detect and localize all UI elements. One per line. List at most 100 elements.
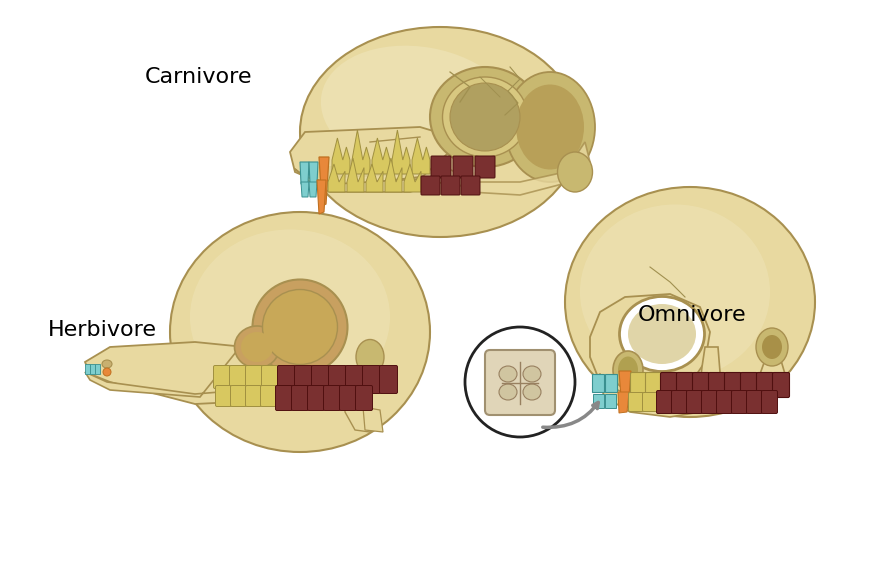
Ellipse shape <box>300 27 580 237</box>
Ellipse shape <box>619 297 704 372</box>
FancyBboxPatch shape <box>345 365 363 394</box>
FancyBboxPatch shape <box>731 391 746 414</box>
Ellipse shape <box>522 384 541 400</box>
FancyBboxPatch shape <box>291 385 308 410</box>
FancyBboxPatch shape <box>453 156 473 178</box>
FancyBboxPatch shape <box>484 350 554 415</box>
FancyBboxPatch shape <box>692 373 709 398</box>
Polygon shape <box>316 180 326 214</box>
Ellipse shape <box>169 212 429 452</box>
FancyBboxPatch shape <box>307 385 324 410</box>
Polygon shape <box>372 138 389 174</box>
FancyBboxPatch shape <box>362 365 380 394</box>
FancyBboxPatch shape <box>245 385 262 407</box>
FancyBboxPatch shape <box>642 392 657 411</box>
Ellipse shape <box>522 366 541 382</box>
FancyBboxPatch shape <box>213 365 230 388</box>
Polygon shape <box>345 397 380 432</box>
FancyBboxPatch shape <box>756 373 773 398</box>
FancyBboxPatch shape <box>474 156 494 178</box>
Polygon shape <box>362 407 382 432</box>
Ellipse shape <box>262 290 337 365</box>
FancyBboxPatch shape <box>379 365 397 394</box>
FancyBboxPatch shape <box>311 365 329 394</box>
FancyBboxPatch shape <box>686 391 701 414</box>
FancyBboxPatch shape <box>430 156 450 178</box>
FancyBboxPatch shape <box>216 385 231 407</box>
Polygon shape <box>308 182 316 197</box>
FancyBboxPatch shape <box>230 385 246 407</box>
FancyBboxPatch shape <box>328 365 346 394</box>
FancyBboxPatch shape <box>700 391 717 414</box>
Text: Herbivore: Herbivore <box>48 320 156 340</box>
Ellipse shape <box>504 72 594 182</box>
Polygon shape <box>295 137 480 192</box>
Ellipse shape <box>102 360 112 368</box>
FancyBboxPatch shape <box>339 385 356 410</box>
Polygon shape <box>85 342 280 397</box>
FancyBboxPatch shape <box>262 365 278 388</box>
FancyBboxPatch shape <box>229 365 246 388</box>
Circle shape <box>464 327 574 437</box>
Ellipse shape <box>449 83 520 151</box>
Text: Omnivore: Omnivore <box>637 305 746 325</box>
Ellipse shape <box>429 67 540 167</box>
Polygon shape <box>319 157 328 206</box>
Polygon shape <box>604 374 616 392</box>
FancyBboxPatch shape <box>260 385 276 407</box>
Ellipse shape <box>613 351 642 389</box>
Polygon shape <box>289 127 469 187</box>
Polygon shape <box>591 374 603 392</box>
Ellipse shape <box>627 304 695 364</box>
Polygon shape <box>309 162 409 179</box>
Ellipse shape <box>617 357 637 384</box>
Ellipse shape <box>499 366 516 382</box>
Polygon shape <box>366 164 382 192</box>
Ellipse shape <box>557 152 592 192</box>
FancyBboxPatch shape <box>630 373 646 395</box>
Polygon shape <box>347 158 363 192</box>
FancyBboxPatch shape <box>656 391 672 414</box>
Polygon shape <box>403 164 421 192</box>
FancyBboxPatch shape <box>676 373 693 398</box>
Polygon shape <box>95 364 100 374</box>
Ellipse shape <box>580 204 769 380</box>
FancyBboxPatch shape <box>421 176 440 195</box>
Ellipse shape <box>761 335 781 359</box>
Ellipse shape <box>235 326 279 368</box>
Polygon shape <box>594 347 720 417</box>
Polygon shape <box>618 371 630 397</box>
FancyBboxPatch shape <box>355 385 372 410</box>
FancyBboxPatch shape <box>245 365 262 388</box>
Polygon shape <box>593 394 603 408</box>
Polygon shape <box>385 158 401 192</box>
FancyBboxPatch shape <box>724 373 740 398</box>
Polygon shape <box>300 162 308 184</box>
Ellipse shape <box>241 332 273 362</box>
FancyBboxPatch shape <box>295 365 312 394</box>
Polygon shape <box>308 162 318 184</box>
FancyBboxPatch shape <box>441 176 460 195</box>
FancyBboxPatch shape <box>645 373 660 395</box>
Polygon shape <box>617 392 628 413</box>
FancyBboxPatch shape <box>277 365 295 394</box>
Ellipse shape <box>564 187 814 417</box>
Polygon shape <box>604 394 615 408</box>
Polygon shape <box>392 130 409 174</box>
Ellipse shape <box>515 84 583 170</box>
Polygon shape <box>332 138 349 174</box>
FancyBboxPatch shape <box>760 391 777 414</box>
FancyBboxPatch shape <box>716 391 732 414</box>
Polygon shape <box>589 294 709 397</box>
Ellipse shape <box>499 384 516 400</box>
Polygon shape <box>301 182 308 197</box>
FancyBboxPatch shape <box>627 392 643 411</box>
Polygon shape <box>328 164 345 192</box>
FancyBboxPatch shape <box>461 176 480 195</box>
Polygon shape <box>85 364 90 374</box>
FancyBboxPatch shape <box>323 385 340 410</box>
Polygon shape <box>694 357 784 397</box>
Ellipse shape <box>755 328 787 366</box>
FancyBboxPatch shape <box>275 385 292 410</box>
Ellipse shape <box>189 230 389 404</box>
